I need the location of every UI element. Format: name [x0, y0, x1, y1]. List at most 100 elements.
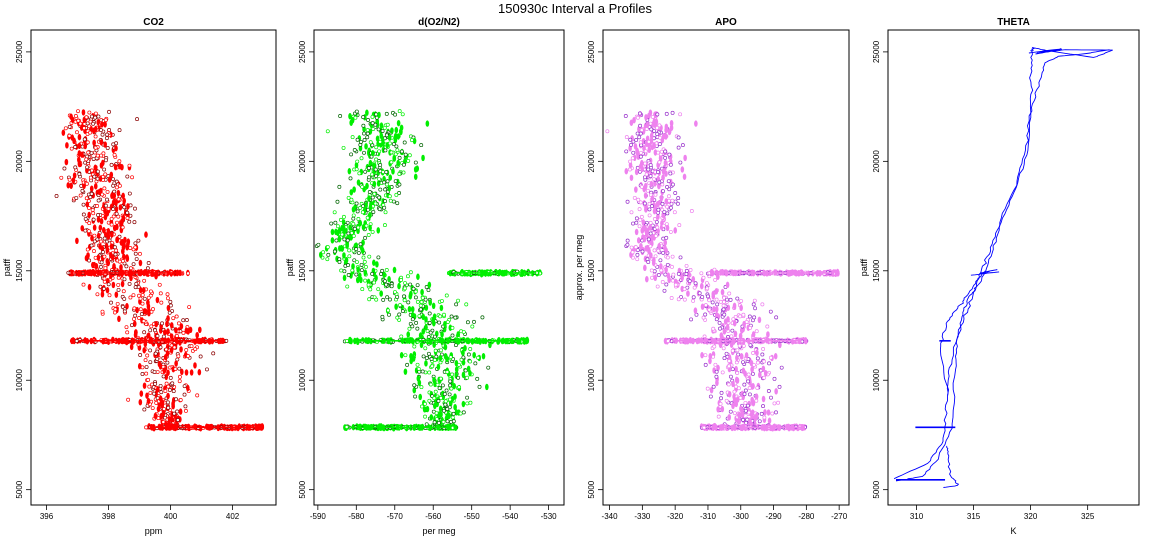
data-point — [461, 330, 466, 335]
data-point — [378, 139, 383, 144]
data-point — [424, 304, 429, 311]
data-point — [113, 307, 118, 312]
data-point — [348, 113, 352, 120]
data-point — [180, 368, 184, 376]
data-point — [638, 217, 643, 222]
data-point — [642, 235, 647, 243]
data-point — [98, 175, 103, 182]
data-point — [128, 295, 133, 300]
panel-co2: CO2 ppm patff 396 398 400 402 5000 10000 15000 200… — [2, 17, 277, 536]
data-point — [648, 109, 653, 116]
data-point — [114, 291, 119, 298]
data-point — [645, 188, 650, 193]
data-point — [757, 419, 762, 424]
data-point — [161, 334, 166, 339]
data-point — [461, 410, 466, 415]
data-point — [752, 298, 757, 303]
data-point — [661, 189, 666, 194]
data-point — [170, 381, 175, 386]
data-point — [709, 387, 714, 394]
data-point — [664, 126, 668, 134]
data-point — [411, 286, 416, 291]
data-point — [687, 271, 691, 278]
data-point — [679, 295, 683, 299]
data-point — [359, 262, 364, 267]
x-tick-label: -550 — [464, 512, 481, 521]
data-point — [198, 326, 202, 334]
data-point — [165, 320, 169, 328]
data-point — [380, 314, 385, 319]
data-point — [761, 404, 765, 409]
data-point — [755, 360, 760, 365]
data-point — [162, 367, 167, 374]
data-point — [701, 315, 706, 320]
data-point — [379, 122, 384, 129]
data-point — [443, 320, 447, 328]
data-point — [624, 149, 629, 154]
data-point — [437, 320, 442, 325]
data-point — [126, 397, 131, 402]
data-point — [646, 167, 651, 172]
data-point — [488, 341, 492, 349]
data-point — [648, 174, 653, 179]
data-point — [393, 152, 398, 157]
data-point — [432, 334, 437, 339]
data-point — [83, 228, 88, 233]
data-point — [684, 263, 689, 268]
data-point — [738, 395, 743, 400]
data-point — [639, 128, 644, 133]
data-point — [661, 174, 665, 181]
data-point — [680, 285, 685, 293]
data-point — [340, 232, 345, 237]
data-point — [92, 224, 97, 231]
data-point — [650, 195, 655, 202]
data-point — [349, 189, 354, 196]
plot-frame — [602, 29, 850, 506]
data-point — [666, 179, 671, 184]
data-point — [143, 358, 148, 363]
data-point — [66, 182, 71, 189]
data-point — [217, 337, 221, 345]
data-point — [354, 167, 359, 172]
data-point — [84, 157, 89, 162]
data-point — [197, 369, 202, 376]
data-point — [92, 139, 96, 147]
data-point — [174, 327, 178, 334]
data-point — [701, 275, 706, 280]
data-point — [365, 182, 369, 190]
data-point — [405, 274, 410, 279]
data-point — [356, 217, 361, 221]
data-point — [388, 297, 392, 302]
data-point — [693, 307, 698, 314]
data-point — [186, 354, 190, 358]
data-point — [355, 137, 360, 142]
data-point — [711, 326, 716, 331]
data-point — [119, 220, 124, 227]
data-point — [397, 182, 402, 187]
data-point — [643, 192, 648, 199]
panel-title: CO2 — [143, 17, 164, 28]
data-point — [744, 352, 749, 359]
data-point — [103, 141, 107, 148]
data-point — [361, 204, 365, 209]
data-point — [178, 408, 183, 415]
data-point — [413, 160, 418, 165]
data-point — [100, 309, 105, 314]
data-point — [117, 128, 122, 133]
data-point — [392, 155, 397, 162]
data-point — [797, 337, 802, 345]
data-point — [635, 252, 640, 257]
data-point — [735, 371, 740, 375]
data-point — [99, 139, 104, 146]
data-point — [365, 135, 370, 140]
data-point — [667, 128, 672, 136]
data-point — [399, 334, 404, 339]
data-point — [350, 268, 355, 273]
data-point — [652, 118, 657, 125]
data-point — [401, 170, 406, 175]
data-point — [195, 393, 200, 398]
data-point — [416, 366, 421, 371]
data-point — [734, 376, 739, 384]
data-point — [472, 319, 476, 324]
data-point — [699, 271, 704, 276]
